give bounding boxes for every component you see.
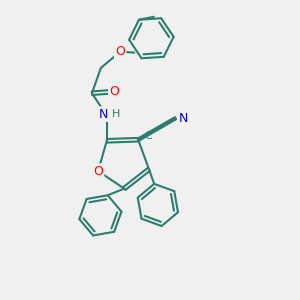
- Text: O: O: [93, 164, 103, 178]
- Text: H: H: [112, 109, 121, 119]
- Text: N: N: [179, 112, 188, 125]
- Text: O: O: [115, 45, 125, 58]
- Text: N: N: [99, 108, 109, 121]
- Text: C: C: [144, 131, 152, 141]
- Text: O: O: [109, 85, 119, 98]
